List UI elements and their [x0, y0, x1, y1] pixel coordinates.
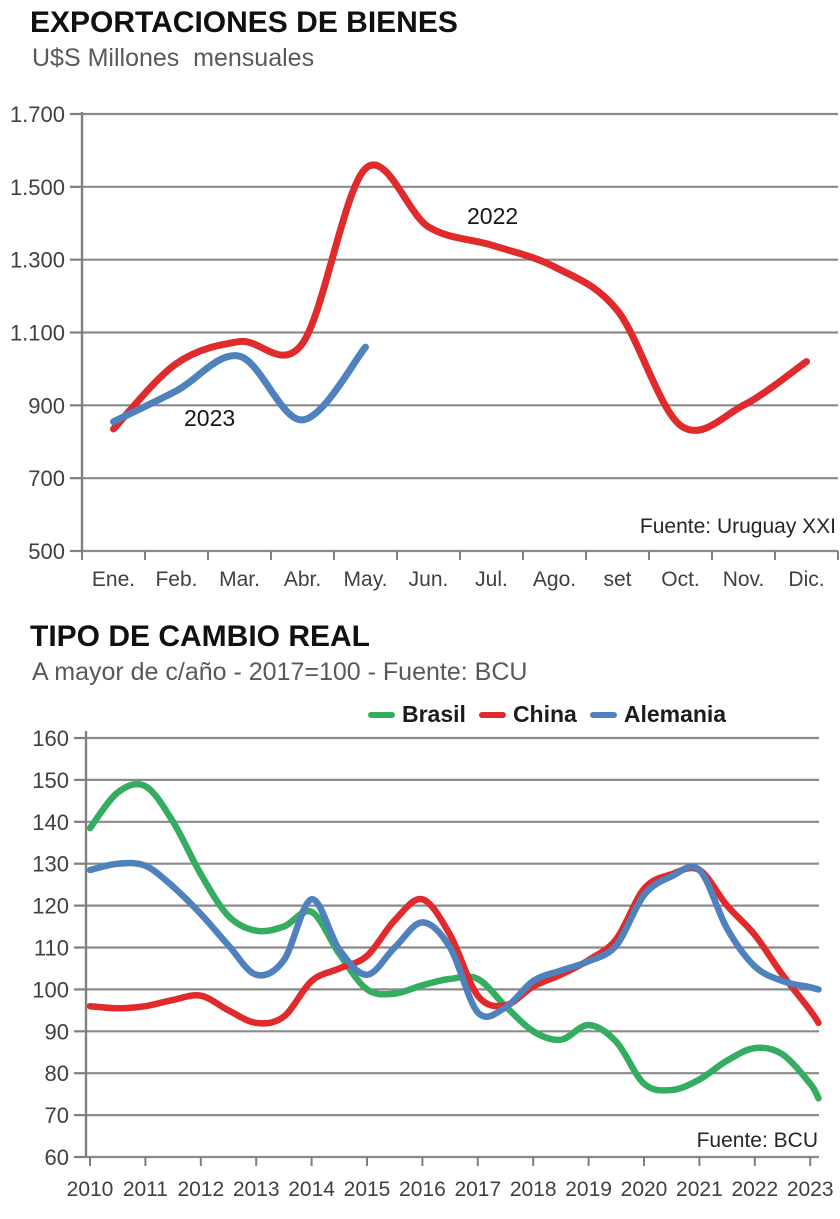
month-label-Ago: Ago.	[533, 568, 576, 591]
chart1-title: EXPORTACIONES DE BIENES	[30, 6, 458, 39]
series-line-China	[86, 864, 822, 1027]
ytick-label-110: 110	[34, 936, 69, 961]
ytick-label-900: 900	[28, 393, 65, 418]
ytick-label-60: 60	[45, 1145, 69, 1170]
year-label-2021: 2021	[676, 1178, 723, 1201]
series-line-2023	[110, 343, 369, 426]
legend-swatch-alemania-icon	[589, 711, 617, 718]
legend-item-china: China	[478, 701, 577, 728]
chart2-source: Fuente: BCU	[696, 1129, 818, 1152]
year-label-2014: 2014	[288, 1178, 335, 1201]
year-label-2012: 2012	[177, 1178, 224, 1201]
chart1-annotation-2023: 2023	[184, 405, 236, 431]
ytick-label-700: 700	[28, 466, 65, 491]
ytick-label-80: 80	[45, 1061, 69, 1086]
legend-swatch-china-icon	[478, 711, 506, 718]
year-label-2022: 2022	[731, 1178, 778, 1201]
chart1-source: Fuente: Uruguay XXI	[639, 515, 836, 538]
ytick-label-120: 120	[32, 894, 69, 919]
legend-label-brasil: Brasil	[402, 701, 466, 727]
month-label-Dic: Dic.	[788, 568, 824, 591]
month-label-Jun: Jun.	[409, 568, 449, 591]
year-label-2016: 2016	[399, 1178, 446, 1201]
ytick-label-140: 140	[32, 810, 69, 835]
month-label-Mar: Mar.	[219, 568, 260, 591]
month-label-Feb: Feb.	[155, 568, 197, 591]
chart1-subtitle: U$S Millones mensuales	[32, 44, 315, 72]
year-label-2020: 2020	[621, 1178, 668, 1201]
month-label-Jul: Jul.	[475, 568, 508, 591]
legend-item-alemania: Alemania	[589, 701, 727, 728]
month-label-Ene: Ene.	[92, 568, 135, 591]
ytick-label-1100: 1.100	[10, 321, 65, 346]
year-label-2011: 2011	[123, 1178, 168, 1201]
month-label-set: set	[603, 568, 631, 591]
ytick-label-150: 150	[32, 768, 69, 793]
chart2-title: TIPO DE CAMBIO REAL	[30, 620, 371, 653]
ytick-label-1300: 1.300	[10, 248, 65, 273]
year-label-2018: 2018	[510, 1178, 557, 1201]
series-line-2022	[110, 161, 810, 434]
month-label-May: May.	[344, 568, 388, 591]
year-label-2023: 2023	[787, 1178, 834, 1201]
ytick-label-500: 500	[28, 539, 65, 564]
legend-label-china: China	[512, 701, 577, 727]
year-label-2013: 2013	[233, 1178, 280, 1201]
ytick-label-1700: 1.700	[10, 102, 65, 127]
month-label-Oct: Oct.	[661, 568, 700, 591]
year-label-2017: 2017	[454, 1178, 501, 1201]
series-line-Alemania	[86, 859, 822, 1020]
ytick-label-100: 100	[32, 977, 69, 1002]
ytick-label-160: 160	[32, 726, 69, 751]
legend-label-alemania: Alemania	[623, 701, 727, 727]
chart2-subtitle: A mayor de c/año - 2017=100 - Fuente: BC…	[32, 658, 528, 686]
month-label-Abr: Abr.	[284, 568, 321, 591]
ytick-label-70: 70	[45, 1103, 69, 1128]
year-label-2015: 2015	[344, 1178, 391, 1201]
year-label-2019: 2019	[565, 1178, 612, 1201]
ytick-label-130: 130	[32, 852, 69, 877]
legend-item-brasil: Brasil	[368, 701, 466, 728]
ytick-label-90: 90	[45, 1019, 69, 1044]
ytick-label-1500: 1.500	[10, 175, 65, 200]
legend-swatch-brasil-icon	[368, 711, 395, 718]
chart2-legend: Brasil China Alemania	[368, 701, 726, 728]
year-label-2010: 2010	[67, 1178, 114, 1201]
month-label-Nov: Nov.	[723, 568, 765, 591]
chart1-annotation-2022: 2022	[467, 203, 519, 229]
